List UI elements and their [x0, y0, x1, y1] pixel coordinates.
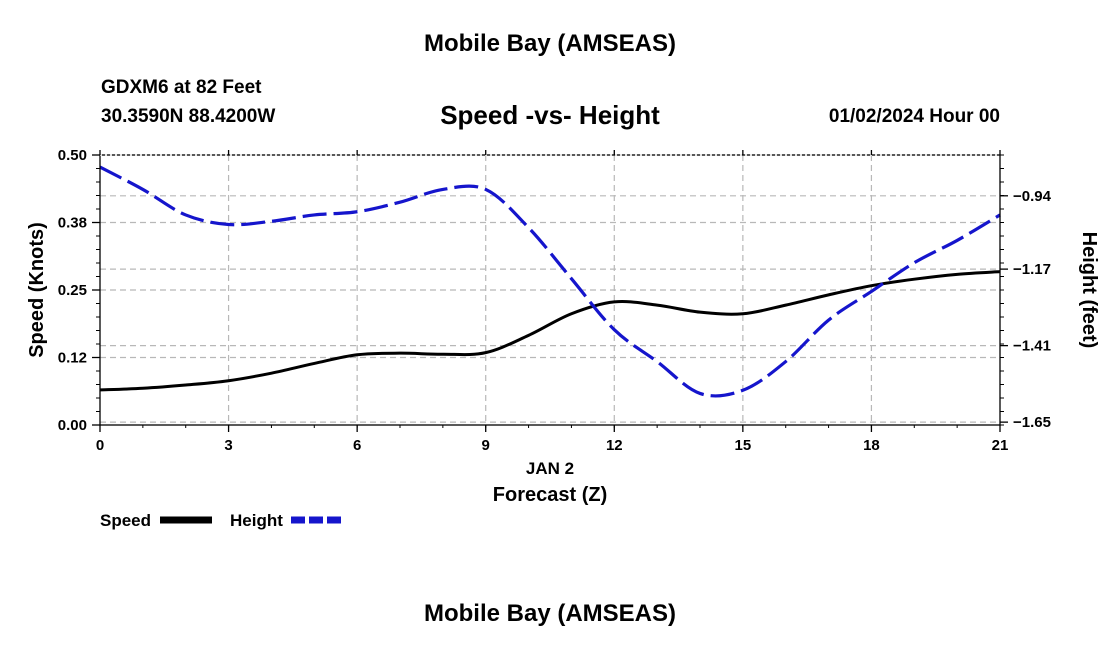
data-series	[99, 165, 1001, 398]
x-tick-label: 9	[482, 437, 490, 454]
legend-speed-label: Speed	[100, 511, 151, 530]
forecast-datetime: 01/02/2024 Hour 00	[828, 106, 1000, 127]
y-right-tick-label: −1.17	[1013, 261, 1051, 278]
x-tick-label: 12	[606, 437, 623, 454]
y-left-tick-label: 0.00	[58, 417, 87, 434]
station-coordinates: 30.3590N 88.4200W	[101, 106, 276, 127]
y-right-tick-label: −1.65	[1013, 414, 1051, 431]
series-line-speed	[99, 270, 1001, 392]
legend: Speed Height	[100, 511, 343, 530]
x-tick-label: 3	[224, 437, 232, 454]
x-axis-label: Forecast (Z)	[493, 484, 607, 506]
y-left-tick-label: 0.25	[58, 282, 87, 299]
y-left-tick-label: 0.38	[58, 215, 87, 232]
page-title: Mobile Bay (AMSEAS)	[423, 30, 677, 57]
legend-height-label: Height	[230, 511, 283, 530]
chart-title: Speed -vs- Height	[440, 100, 660, 130]
speed-height-chart: 0 3 6 9 12 15 18 21 0.00 0.12 0.25 0.38 0.50 −1.65 −1.…	[26, 147, 1100, 530]
y-right-tick-label: −1.41	[1013, 338, 1051, 355]
y-right-tick-label: −0.94	[1013, 188, 1052, 205]
x-tick-label: 18	[863, 437, 880, 454]
x-tick-label: 0	[96, 437, 104, 454]
x-tick-label: 21	[992, 437, 1009, 454]
x-tick-label: 6	[353, 437, 361, 454]
series-line-height	[99, 165, 1001, 398]
x-tick-label: 15	[735, 437, 752, 454]
axes: 0 3 6 9 12 15 18 21 0.00 0.12 0.25 0.38 0.50 −1.65 −1.…	[58, 147, 1052, 454]
station-label: GDXM6 at 82 Feet	[101, 77, 262, 98]
x-axis-date-label: JAN 2	[526, 459, 574, 478]
y-left-tick-label: 0.50	[58, 147, 87, 164]
right-axis-label: Height (feet)	[1078, 232, 1100, 349]
y-left-tick-label: 0.12	[58, 350, 87, 367]
footer-title: Mobile Bay (AMSEAS)	[423, 600, 677, 627]
left-axis-label: Speed (Knots)	[26, 222, 48, 358]
